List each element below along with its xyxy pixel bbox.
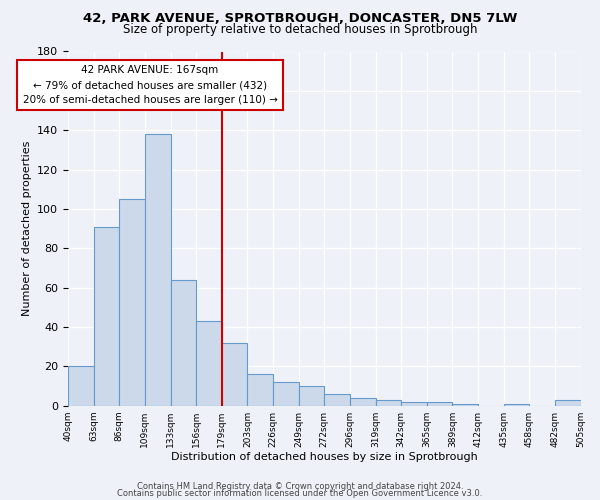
Bar <box>427 402 452 406</box>
Text: Contains public sector information licensed under the Open Government Licence v3: Contains public sector information licen… <box>118 489 482 498</box>
Bar <box>170 280 196 406</box>
Bar <box>222 342 247 406</box>
Bar <box>401 402 427 406</box>
Y-axis label: Number of detached properties: Number of detached properties <box>22 141 32 316</box>
Bar <box>299 386 324 406</box>
Text: Contains HM Land Registry data © Crown copyright and database right 2024.: Contains HM Land Registry data © Crown c… <box>137 482 463 491</box>
Bar <box>68 366 94 406</box>
Bar <box>503 404 529 406</box>
Bar <box>247 374 273 406</box>
Bar <box>324 394 350 406</box>
Bar <box>119 199 145 406</box>
Bar <box>350 398 376 406</box>
X-axis label: Distribution of detached houses by size in Sprotbrough: Distribution of detached houses by size … <box>171 452 478 462</box>
Text: Size of property relative to detached houses in Sprotbrough: Size of property relative to detached ho… <box>123 24 477 36</box>
Bar <box>196 321 222 406</box>
Bar <box>452 404 478 406</box>
Text: 42 PARK AVENUE: 167sqm
← 79% of detached houses are smaller (432)
20% of semi-de: 42 PARK AVENUE: 167sqm ← 79% of detached… <box>23 66 277 105</box>
Text: 42, PARK AVENUE, SPROTBROUGH, DONCASTER, DN5 7LW: 42, PARK AVENUE, SPROTBROUGH, DONCASTER,… <box>83 12 517 26</box>
Bar <box>376 400 401 406</box>
Bar <box>145 134 170 406</box>
Bar <box>94 226 119 406</box>
Bar <box>555 400 581 406</box>
Bar <box>273 382 299 406</box>
